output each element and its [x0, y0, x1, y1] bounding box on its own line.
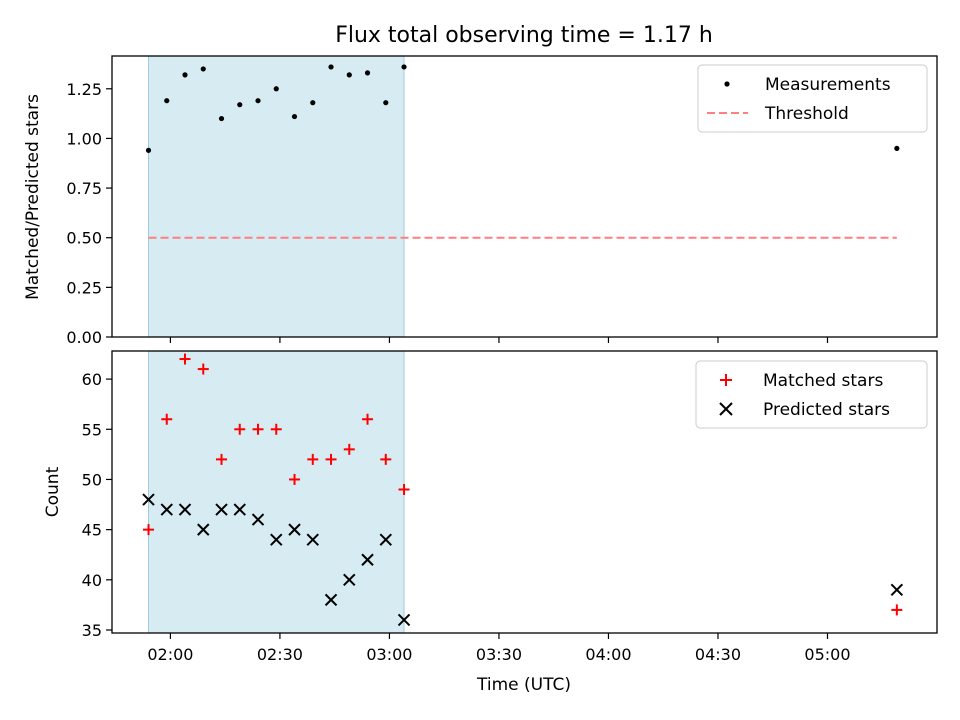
legend-measurements-label: Measurements	[765, 75, 891, 95]
measurement-point	[255, 98, 261, 104]
bottom-x-tick-label: 03:00	[366, 645, 412, 664]
bottom-x-ticks: 02:00 02:30 03:00 03:30 04:00 04:30 05:00	[147, 633, 851, 664]
matched-star-point	[143, 524, 155, 536]
bottom-axes-frame	[111, 350, 938, 634]
matched-star-point	[234, 423, 246, 435]
measurement-point	[364, 70, 371, 76]
bottom-x-tick-label: 05:00	[804, 645, 850, 664]
bottom-panel: 35 40 45 50 55 60 02:00 02:30 03:00 03:30 04:00 04…	[43, 350, 938, 695]
top-y-axis-label: Matched/Predicted stars	[23, 94, 43, 300]
predicted-star-point	[343, 573, 356, 587]
measurement-point	[383, 100, 389, 106]
bottom-x-tick-label: 04:00	[585, 645, 631, 664]
bottom-y-tick-label: 50	[82, 470, 102, 489]
matched-star-point	[343, 443, 355, 455]
top-y-tick-label: 1.25	[66, 80, 102, 99]
bottom-y-tick-label: 35	[82, 621, 102, 640]
predicted-star-point	[142, 493, 155, 506]
measurement-point	[145, 147, 152, 153]
top-x-ticks	[169, 337, 829, 343]
measurement-point	[218, 115, 225, 122]
bottom-y-tick-label: 40	[82, 571, 102, 590]
measurement-point	[237, 102, 243, 108]
predicted-star-point	[251, 513, 265, 526]
predicted-star-point	[197, 523, 210, 536]
top-axes-frame	[111, 55, 938, 338]
legend-threshold-label: Threshold	[764, 104, 849, 124]
top-y-tick-label: 0.75	[66, 179, 102, 198]
legend-predicted-marker	[719, 402, 733, 416]
bottom-y-axis-label: Count	[43, 466, 63, 517]
x-axis-label: Time (UTC)	[476, 675, 571, 695]
matched-star-point	[891, 604, 903, 616]
legend-matched-marker	[720, 374, 732, 386]
bottom-legend-frame	[695, 360, 928, 429]
matched-star-point	[380, 453, 392, 465]
legend-matched-label: Matched stars	[763, 371, 883, 391]
predicted-star-point	[178, 503, 192, 516]
top-y-tick-label: 0.50	[66, 229, 102, 248]
measurement-point	[346, 72, 352, 78]
bottom-x-tick-label: 04:30	[695, 645, 741, 664]
matched-star-point	[289, 473, 301, 485]
chart-title: Flux total observing time = 1.17 h	[335, 23, 713, 48]
measurement-point	[894, 145, 900, 151]
matched-star-point	[197, 363, 209, 375]
bottom-observing-span	[148, 350, 405, 634]
predicted-star-point	[397, 613, 411, 627]
matched-star-point	[325, 453, 337, 465]
bottom-y-tick-label: 55	[82, 420, 102, 439]
legend-predicted-label: Predicted stars	[763, 400, 890, 420]
predicted-star-point	[890, 583, 904, 597]
bottom-x-tick-label: 02:00	[147, 645, 193, 664]
predicted-star-point	[306, 533, 319, 546]
predicted-star-point	[361, 553, 374, 566]
bottom-span-layer	[148, 350, 405, 634]
top-y-tick-label: 1.00	[66, 129, 102, 148]
top-span-layer	[148, 55, 405, 338]
bottom-y-tick-label: 45	[82, 521, 102, 540]
measurement-point	[310, 100, 316, 106]
matched-star-point	[179, 353, 191, 365]
top-panel: 0.00 0.25 0.50 0.75 1.00 1.25 Matched/Predict…	[23, 55, 938, 347]
top-y-tick-label: 0.00	[66, 328, 102, 347]
top-legend: Measurements Threshold	[697, 64, 928, 133]
measurement-point	[164, 98, 170, 104]
predicted-star-point	[270, 533, 283, 546]
measurement-point	[328, 64, 334, 70]
matched-star-point	[252, 423, 264, 435]
measurement-point	[401, 64, 407, 70]
matched-star-point	[161, 413, 173, 425]
predicted-star-point	[160, 503, 173, 516]
top-points-layer	[145, 64, 900, 153]
matched-star-point	[216, 453, 228, 465]
predicted-star-point	[379, 533, 392, 546]
top-legend-frame	[697, 64, 928, 133]
bottom-y-ticks: 35 40 45 50 55 60	[82, 370, 112, 640]
top-y-ticks: 0.00 0.25 0.50 0.75 1.00 1.25	[66, 80, 112, 347]
bottom-x-tick-label: 02:30	[257, 645, 303, 664]
measurement-point	[182, 72, 188, 78]
matched-star-point	[270, 423, 282, 435]
matched-star-point	[362, 413, 374, 425]
measurement-point	[291, 113, 298, 120]
predicted-star-point	[233, 503, 246, 516]
measurement-point	[273, 86, 279, 92]
legend-measurements-marker	[724, 81, 730, 87]
top-observing-span	[148, 55, 405, 338]
measurement-point	[200, 66, 206, 72]
predicted-star-point	[215, 503, 228, 516]
bottom-x-tick-label: 03:30	[476, 645, 522, 664]
top-y-tick-label: 0.25	[66, 278, 102, 297]
predicted-star-point	[324, 593, 338, 607]
bottom-y-tick-label: 60	[82, 370, 102, 389]
bottom-legend: Matched stars Predicted stars	[695, 360, 928, 429]
matched-star-point	[307, 453, 319, 465]
predicted-star-point	[288, 523, 301, 536]
bottom-points-layer	[142, 353, 904, 627]
matched-star-point	[398, 483, 410, 495]
